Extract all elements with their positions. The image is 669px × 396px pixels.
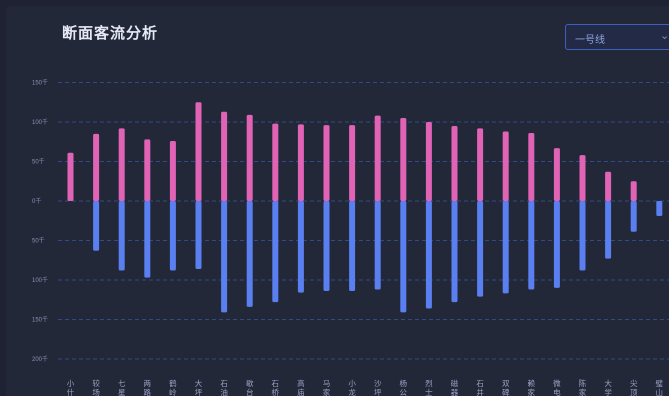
- bar-up: [297, 124, 304, 201]
- bar-up: [195, 102, 202, 201]
- x-category-label: 石桥: [272, 379, 280, 396]
- x-category-label: 马家: [323, 379, 331, 396]
- bar-up: [246, 114, 253, 201]
- bar-down: [144, 201, 151, 278]
- bar-down: [118, 201, 125, 271]
- bar-down: [221, 201, 228, 313]
- y-tick-label: 50千: [32, 237, 45, 245]
- bar-up: [477, 128, 484, 201]
- bar-down: [323, 201, 330, 292]
- x-category-label: 鹤岭: [169, 378, 177, 396]
- y-tick-label: 100千: [32, 118, 48, 126]
- bar-up: [118, 128, 125, 201]
- bar-down: [502, 201, 509, 294]
- bar-up: [425, 122, 432, 201]
- x-category-label: 烈士: [425, 379, 433, 396]
- bar-up: [605, 171, 612, 201]
- bar-up: [579, 155, 586, 201]
- x-category-label: 杨公: [400, 378, 408, 396]
- bar-up: [221, 111, 228, 201]
- y-tick-label: 0千: [32, 197, 41, 205]
- bar-down: [477, 201, 484, 297]
- bar-down: [195, 201, 202, 269]
- x-category-label: 两路: [144, 379, 152, 396]
- bar-down: [528, 201, 535, 290]
- bar-up: [374, 115, 381, 201]
- x-category-label: 微电: [553, 378, 561, 396]
- y-tick-label: 150千: [32, 79, 48, 87]
- bar-down: [579, 201, 586, 271]
- bar-down: [169, 201, 176, 271]
- bar-down: [246, 201, 253, 307]
- x-category-label: 七星: [118, 379, 126, 396]
- x-category-label: 尖顶: [630, 378, 638, 396]
- x-category-label: 小龙: [348, 379, 356, 396]
- bar-up: [144, 139, 151, 201]
- x-category-label: 石井: [476, 379, 484, 396]
- line-select-value: 一号线: [575, 35, 605, 46]
- bar-up: [502, 131, 509, 201]
- bar-up: [400, 118, 407, 201]
- y-tick-label: 150千: [32, 316, 48, 324]
- bar-up: [553, 148, 560, 201]
- bar-down: [297, 201, 304, 293]
- line-select[interactable]: 一号线 ⌄: [565, 24, 669, 50]
- x-category-label: 高庙: [297, 378, 305, 396]
- x-category-label: 大学: [604, 378, 612, 396]
- bar-up: [630, 181, 637, 201]
- x-category-label: 陈家: [579, 378, 587, 396]
- x-category-label: 较场: [92, 378, 100, 396]
- bar-down: [553, 201, 560, 288]
- x-category-label: 沙坪: [374, 379, 382, 396]
- bar-up: [528, 133, 535, 201]
- x-category-label: 小什: [67, 379, 75, 396]
- x-category-label: 大坪: [195, 378, 203, 396]
- chevron-down-icon: ⌄: [660, 30, 669, 42]
- bar-down: [349, 201, 356, 292]
- bar-down: [272, 201, 279, 303]
- bar-down: [656, 201, 663, 217]
- bar-up: [451, 125, 458, 201]
- x-category-label: 赖家: [528, 378, 536, 396]
- bar-down: [93, 201, 100, 251]
- page-title: 断面客流分析: [62, 25, 159, 42]
- bar-up: [272, 123, 279, 201]
- bar-up: [349, 125, 356, 201]
- x-category-label: 双碑: [502, 379, 510, 396]
- bar-up: [323, 125, 330, 201]
- y-tick-label: 200千: [32, 355, 48, 363]
- y-tick-label: 50千: [32, 158, 45, 166]
- bar-down: [605, 201, 612, 259]
- x-category-label: 歇台: [246, 378, 254, 396]
- bar-down: [400, 201, 407, 313]
- x-category-label: 石油: [220, 379, 228, 396]
- bar-up: [93, 133, 100, 201]
- bar-up: [169, 140, 176, 201]
- y-tick-label: 100千: [32, 276, 48, 284]
- x-category-label: 璧山: [656, 378, 664, 396]
- bar-up: [67, 152, 74, 201]
- bar-down: [630, 201, 637, 232]
- x-category-label: 磁器: [451, 378, 459, 396]
- bar-down: [451, 201, 458, 303]
- bar-down: [425, 201, 432, 309]
- bar-down: [374, 201, 381, 290]
